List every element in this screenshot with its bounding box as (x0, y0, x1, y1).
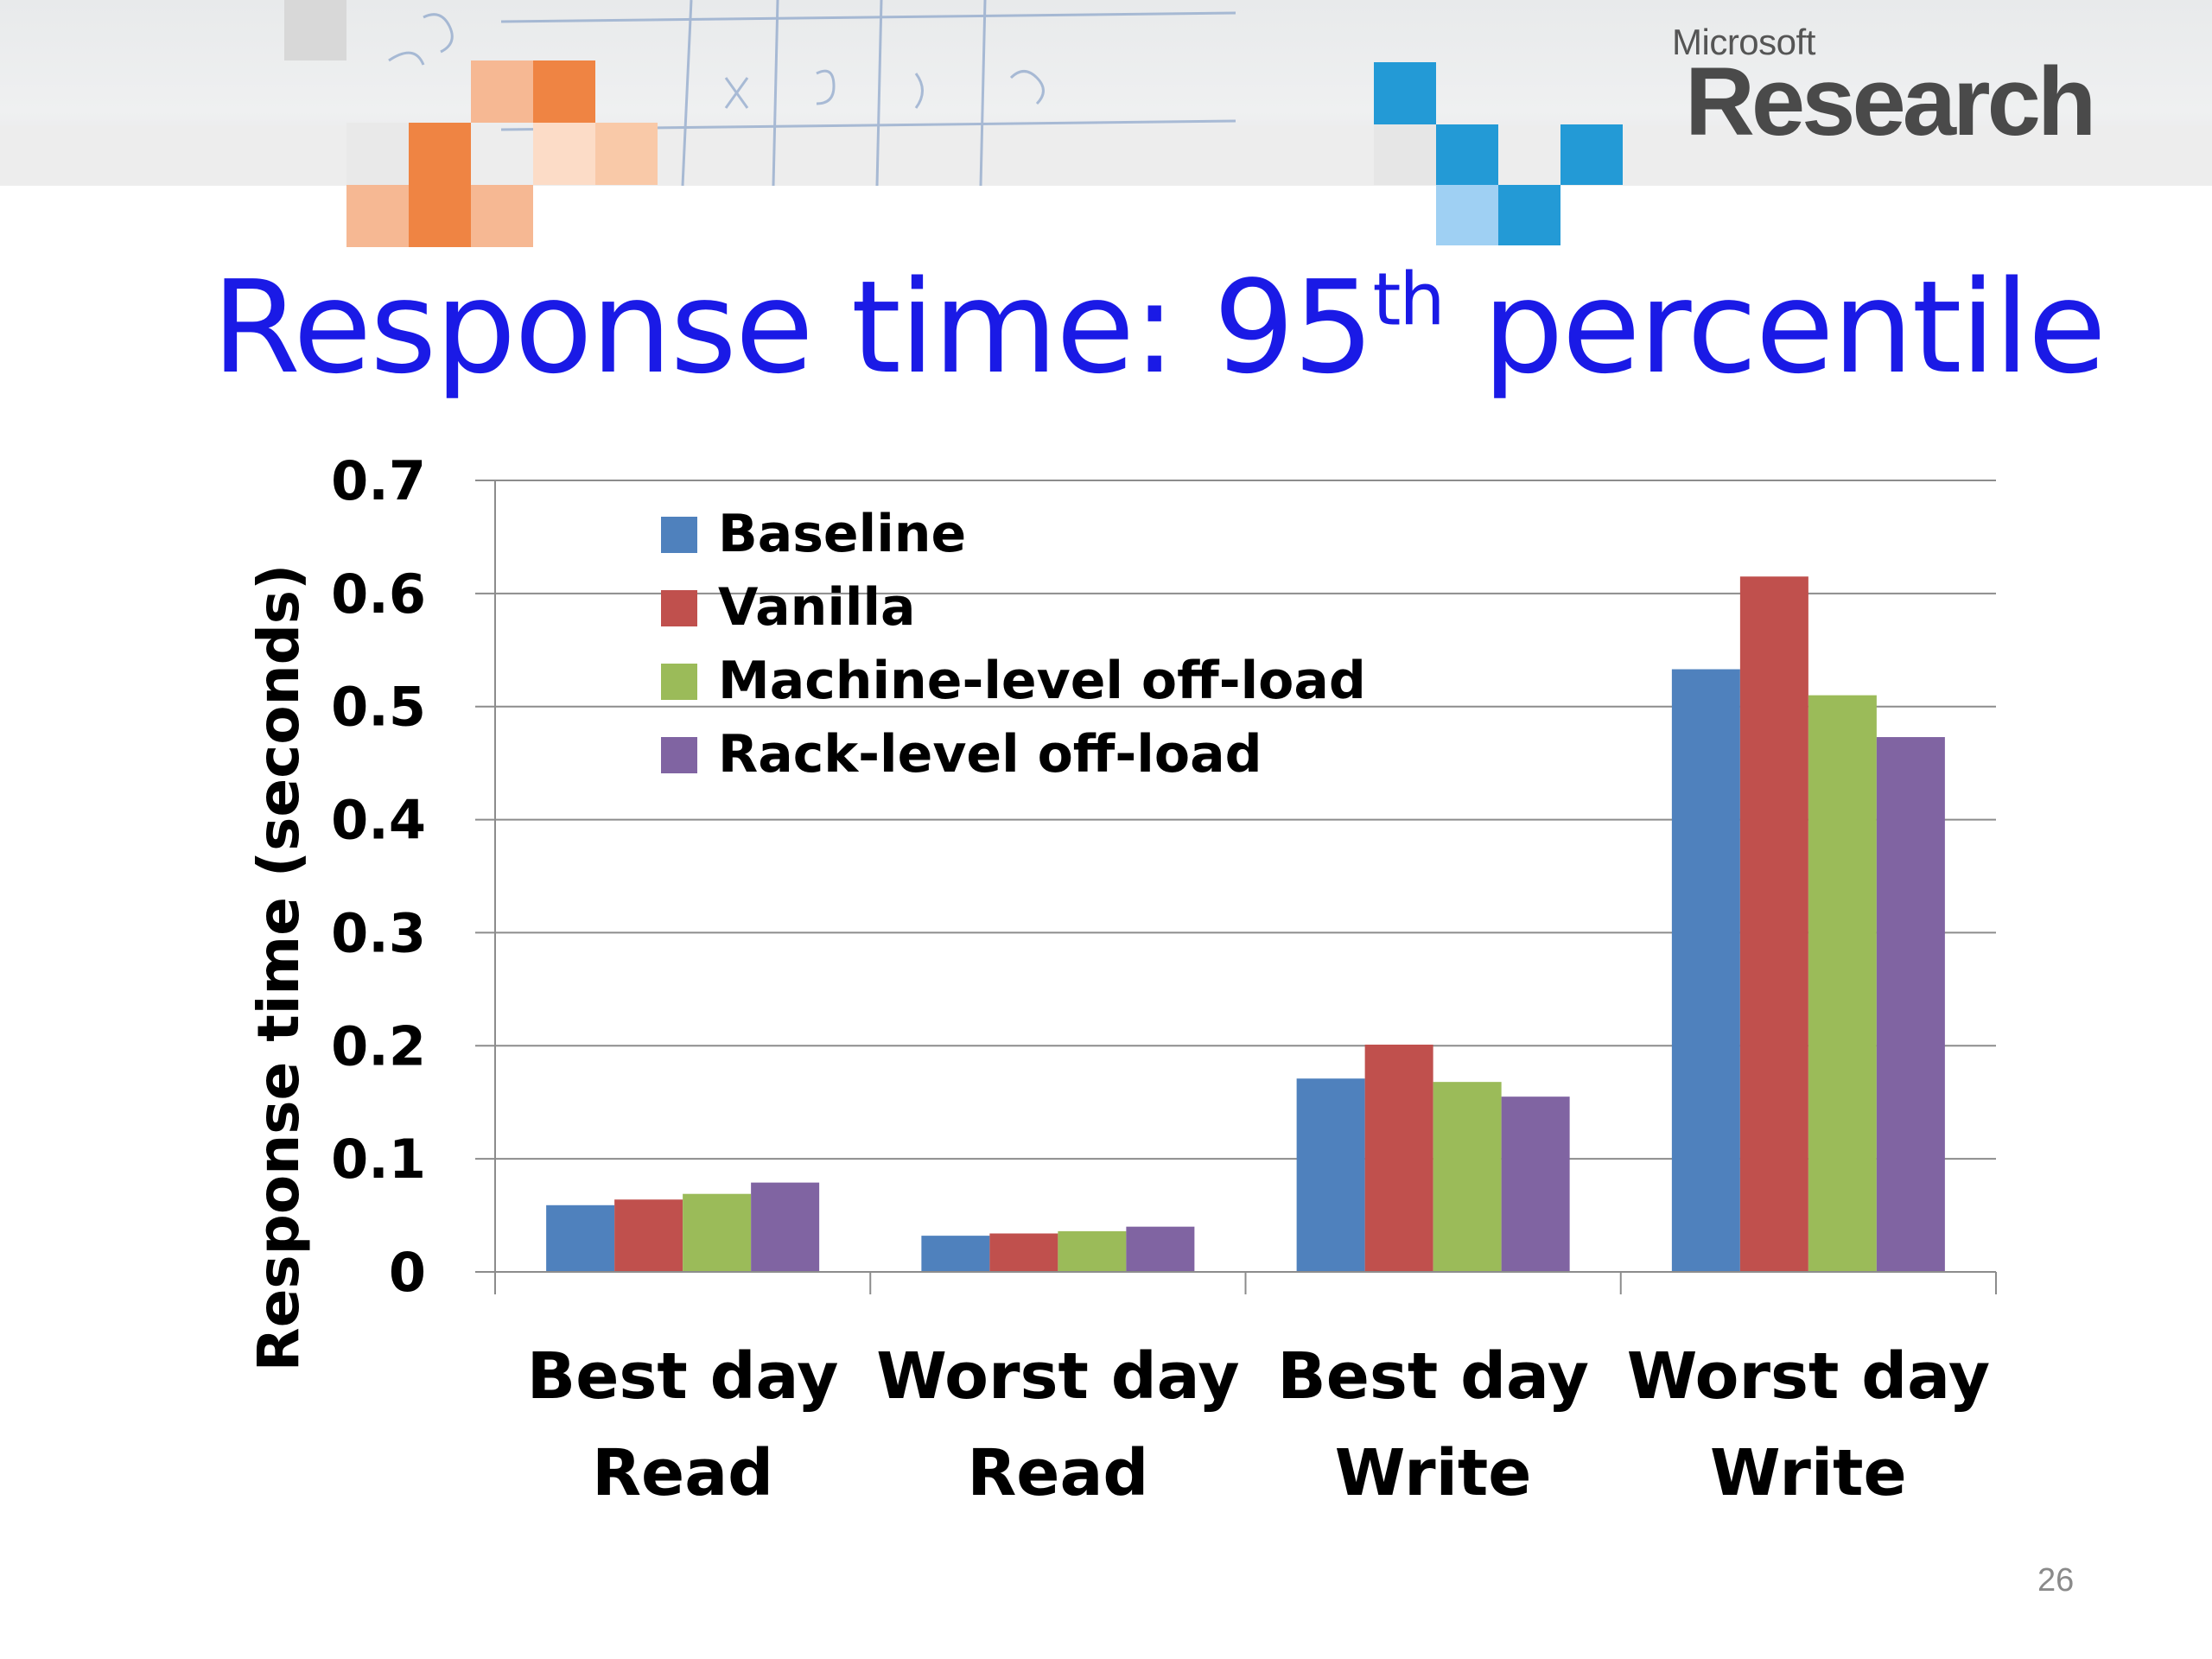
x-category-label: Read (592, 1436, 773, 1510)
title-main: Response time: 95 (212, 253, 1374, 402)
title-tail: percentile (1443, 253, 2107, 402)
x-category-label: Best day (1277, 1339, 1589, 1414)
legend-label: Vanilla (718, 577, 916, 638)
decor-square (409, 123, 471, 185)
legend-label: Machine-level off-load (718, 651, 1366, 711)
bar (1501, 1096, 1570, 1272)
bar (1126, 1226, 1195, 1272)
bar (614, 1199, 683, 1272)
legend: Baseline Vanilla Machine-level off-load Rac… (661, 504, 1366, 785)
legend-label: Baseline (718, 504, 966, 564)
page-number: 26 (2037, 1562, 2075, 1599)
decor-square (409, 185, 471, 247)
y-tick-label: 0.6 (331, 563, 426, 626)
y-axis-title: Response time (seconds) (245, 564, 312, 1372)
bars (546, 576, 1945, 1272)
bar (1364, 1044, 1433, 1272)
bar (1808, 695, 1877, 1272)
y-tick-label: 0.3 (331, 901, 426, 964)
decor-square (1374, 124, 1436, 185)
legend-label: Rack-level off-load (718, 724, 1262, 785)
decor-square (346, 123, 409, 185)
bar (1433, 1082, 1502, 1272)
x-category-label: Best day (527, 1339, 839, 1414)
bar (1876, 737, 1945, 1272)
bar (989, 1233, 1058, 1272)
legend-swatch (661, 737, 697, 773)
y-tick-label: 0.5 (331, 676, 426, 739)
microsoft-logo-text: Microsoft (1672, 22, 1815, 62)
decor-square (533, 60, 595, 123)
bar (751, 1182, 820, 1272)
decor-square (471, 60, 533, 123)
decor-square (346, 185, 409, 247)
decor-square (471, 185, 533, 247)
x-category-label: Worst day (1627, 1339, 1990, 1414)
x-category-label: Write (1335, 1436, 1532, 1510)
legend-swatch (661, 590, 697, 626)
legend-swatch (661, 517, 697, 553)
decor-square (284, 0, 346, 60)
whiteboard-background-image (388, 0, 1236, 186)
axis-labels: 0 0.1 0.2 0.3 0.4 0.5 0.6 0.7 Best day Read Worst … (245, 449, 1990, 1510)
bar (1739, 576, 1808, 1272)
axes (475, 480, 1997, 1294)
x-category-label: Read (967, 1436, 1148, 1510)
x-category-label: Write (1710, 1436, 1907, 1510)
bar (546, 1205, 615, 1272)
legend-swatch (661, 664, 697, 700)
bar (1671, 669, 1740, 1272)
decor-square (1374, 62, 1436, 124)
y-tick-label: 0.7 (331, 449, 426, 512)
decor-square (1436, 124, 1498, 185)
y-tick-label: 0.1 (331, 1128, 426, 1191)
header-banner (0, 0, 2212, 247)
bar (1296, 1078, 1365, 1272)
decor-square (1498, 185, 1560, 245)
bar (683, 1193, 752, 1272)
y-tick-label: 0 (389, 1241, 426, 1304)
title-superscript: th (1372, 257, 1445, 342)
slide-title: Response time: 95th percentile (212, 263, 2107, 391)
decor-square (533, 123, 595, 185)
decor-square (1436, 185, 1498, 245)
decor-square (595, 123, 658, 185)
y-tick-label: 0.2 (331, 1014, 426, 1077)
decor-square (1560, 124, 1623, 185)
y-tick-label: 0.4 (331, 789, 426, 852)
bar (921, 1236, 990, 1272)
research-logo-text: Research (1685, 48, 2096, 156)
bar (1058, 1230, 1127, 1272)
x-category-label: Worst day (876, 1339, 1239, 1414)
